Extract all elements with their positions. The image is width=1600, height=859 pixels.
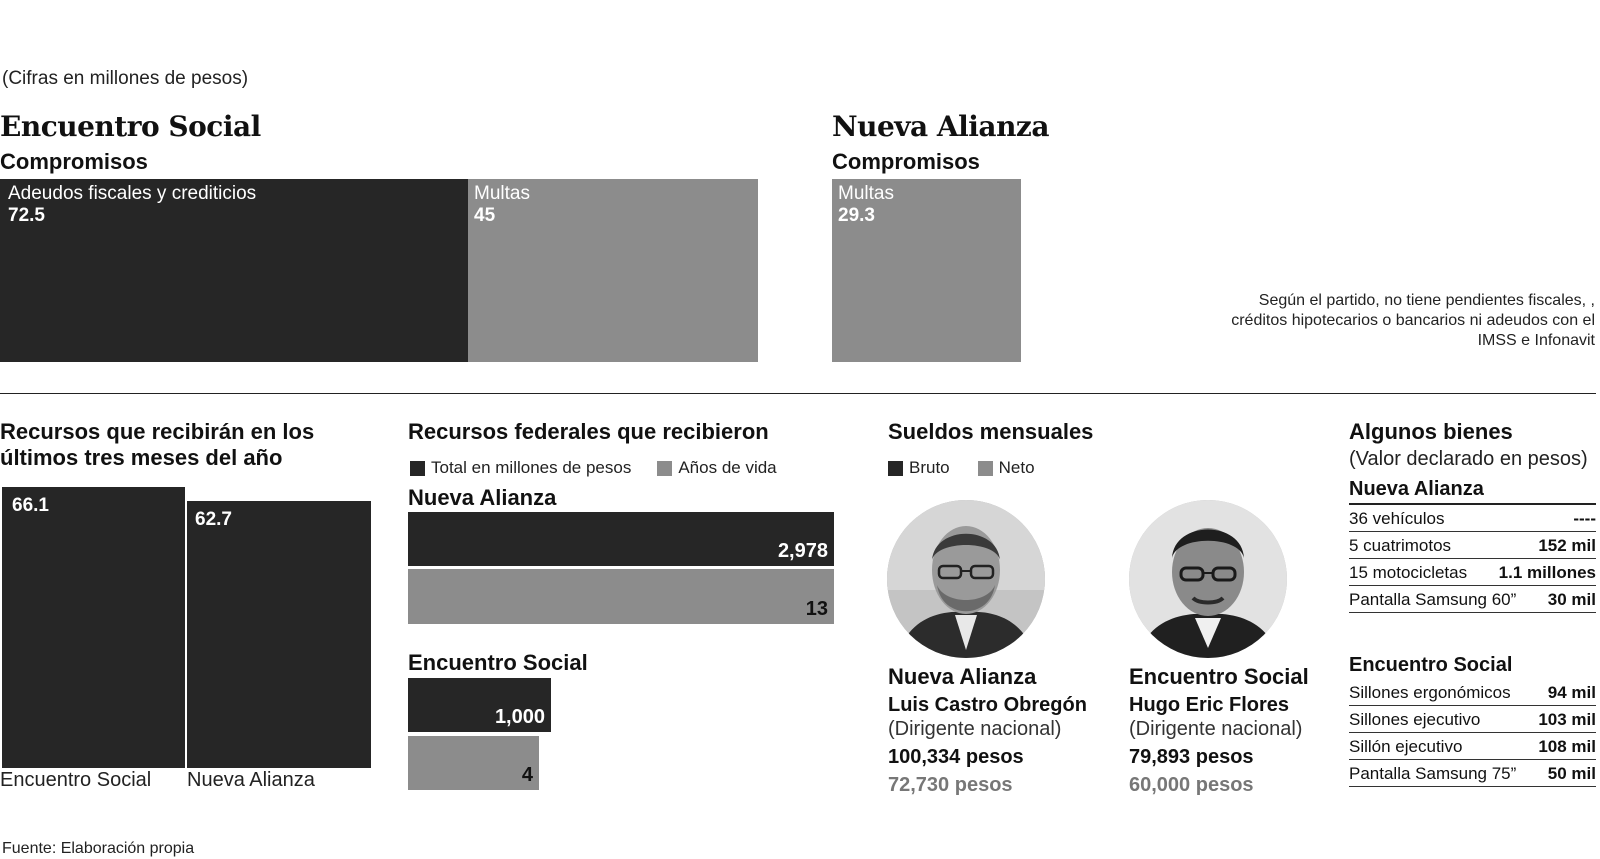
federales-na-total-bar: 2,978 (408, 512, 834, 566)
na-title: Nueva Alianza (832, 110, 1049, 143)
asset-row: Pantalla Samsung 75” 50 mil (1349, 760, 1596, 787)
bienes-na-name: Nueva Alianza (1349, 478, 1596, 505)
asset-item: 36 vehículos (1349, 509, 1445, 528)
legend-swatch-neto (977, 460, 993, 476)
asset-row: Sillones ergonómicos 94 mil (1349, 679, 1596, 706)
legend-neto-label: Neto (998, 458, 1035, 477)
portrait-castro-image (887, 500, 1045, 658)
federales-legend: Total en millones de pesos Años de vida (410, 458, 777, 478)
sueldos-legend: Bruto Neto (888, 458, 1035, 478)
es-bar-multas-value: 45 (474, 205, 496, 226)
bienes-subtitle: (Valor declarado en pesos) (1349, 448, 1588, 470)
section-divider (0, 393, 1596, 394)
legend-bruto-label: Bruto (909, 458, 950, 477)
asset-value: 108 mil (1538, 737, 1596, 756)
federales-na-years-bar: 13 (408, 569, 834, 624)
bienes-es-table: Encuentro Social Sillones ergonómicos 94 … (1349, 654, 1596, 787)
asset-value: 94 mil (1547, 683, 1596, 702)
na-remark: Según el partido, no tiene pendientes fi… (1231, 292, 1595, 349)
recursos-title: Recursos que recibirán en los últimos tr… (0, 419, 315, 470)
asset-row: Sillón ejecutivo 108 mil (1349, 733, 1596, 760)
asset-row: 36 vehículos ---- (1349, 505, 1596, 532)
legend-swatch-gray (657, 460, 673, 476)
asset-item: Sillón ejecutivo (1349, 737, 1463, 756)
asset-value: 30 mil (1547, 590, 1596, 609)
portrait-castro (887, 500, 1045, 658)
bienes-es-name: Encuentro Social (1349, 654, 1513, 676)
es-bar-adeudos-label: Adeudos fiscales y crediticios (8, 183, 257, 204)
federales-na-name: Nueva Alianza (408, 485, 557, 510)
es-bar-multas: Multas 45 (468, 179, 758, 362)
units-note: (Cifras en millones de pesos) (2, 68, 249, 89)
es-bar-adeudos-value: 72.5 (8, 205, 45, 226)
person-2-net: 60,000 pesos (1129, 774, 1254, 796)
federales-na-total-value: 2,978 (777, 540, 828, 562)
person-1-party: Nueva Alianza (888, 664, 1037, 689)
na-subtitle: Compromisos (832, 149, 980, 174)
federales-es-total-bar: 1,000 (408, 678, 551, 732)
legend-total: Total en millones de pesos (410, 458, 631, 478)
legend-swatch-dark (410, 460, 425, 476)
person-1-net: 72,730 pesos (888, 774, 1013, 796)
person-2-role: (Dirigente nacional) (1129, 718, 1303, 740)
federales-es-name: Encuentro Social (408, 650, 588, 675)
es-bar-adeudos: Adeudos fiscales y crediticios 72.5 (0, 179, 468, 362)
asset-value: 50 mil (1547, 764, 1596, 783)
asset-value: 103 mil (1538, 710, 1596, 729)
asset-row: Sillones ejecutivo 103 mil (1349, 706, 1596, 733)
asset-item: Sillones ergonómicos (1349, 683, 1511, 702)
na-bar-multas-value: 29.3 (838, 205, 875, 226)
bienes-na-table: Nueva Alianza 36 vehículos ---- 5 cuatrim… (1349, 478, 1596, 613)
sueldos-title: Sueldos mensuales (888, 419, 1094, 444)
legend-bruto: Bruto (888, 458, 950, 478)
asset-item: 15 motocicletas (1349, 563, 1468, 582)
asset-value: 1.1 millones (1498, 563, 1596, 582)
asset-row: 15 motocicletas 1.1 millones (1349, 559, 1596, 586)
federales-title: Recursos federales que recibieron (408, 419, 769, 444)
recursos-bar-es: 66.1 (2, 487, 185, 768)
bienes-title: Algunos bienes (1349, 419, 1513, 444)
person-1-name: Luis Castro Obregón (888, 694, 1087, 716)
legend-neto: Neto (977, 458, 1035, 478)
asset-item: Pantalla Samsung 75” (1349, 764, 1517, 783)
portrait-flores-image (1129, 500, 1287, 658)
asset-item: 5 cuatrimotos (1349, 536, 1452, 555)
person-2-name: Hugo Eric Flores (1129, 694, 1290, 716)
asset-value: 152 mil (1538, 536, 1596, 555)
recursos-label-es: Encuentro Social (0, 769, 152, 791)
person-2-gross: 79,893 pesos (1129, 746, 1254, 768)
person-2-party: Encuentro Social (1129, 664, 1309, 689)
federales-na-years-value: 13 (805, 598, 828, 620)
na-bar-multas: Multas 29.3 (832, 179, 1021, 362)
es-subtitle: Compromisos (0, 149, 148, 174)
federales-es-years-bar: 4 (408, 736, 539, 790)
legend-swatch-bruto (888, 460, 903, 476)
legend-years-label: Años de vida (678, 458, 777, 477)
recursos-bar-na-value: 62.7 (195, 509, 232, 530)
asset-row: Pantalla Samsung 60” 30 mil (1349, 586, 1596, 613)
recursos-label-na: Nueva Alianza (187, 769, 315, 791)
asset-item: Sillones ejecutivo (1349, 710, 1481, 729)
source-note: Fuente: Elaboración propia (2, 840, 195, 857)
es-title: Encuentro Social (0, 110, 261, 143)
legend-total-label: Total en millones de pesos (431, 458, 632, 477)
es-bar-multas-label: Multas (474, 183, 530, 204)
asset-value: ---- (1573, 509, 1596, 528)
federales-es-years-value: 4 (521, 764, 533, 786)
recursos-bar-na: 62.7 (187, 501, 371, 768)
federales-es-total-value: 1,000 (494, 706, 545, 728)
na-bar-multas-label: Multas (838, 183, 894, 204)
legend-years: Años de vida (657, 458, 777, 478)
asset-row: 5 cuatrimotos 152 mil (1349, 532, 1596, 559)
asset-item: Pantalla Samsung 60” (1349, 590, 1517, 609)
person-1-gross: 100,334 pesos (888, 746, 1024, 768)
recursos-bar-es-value: 66.1 (12, 495, 49, 516)
portrait-flores (1129, 500, 1287, 658)
person-1-role: (Dirigente nacional) (888, 718, 1062, 740)
